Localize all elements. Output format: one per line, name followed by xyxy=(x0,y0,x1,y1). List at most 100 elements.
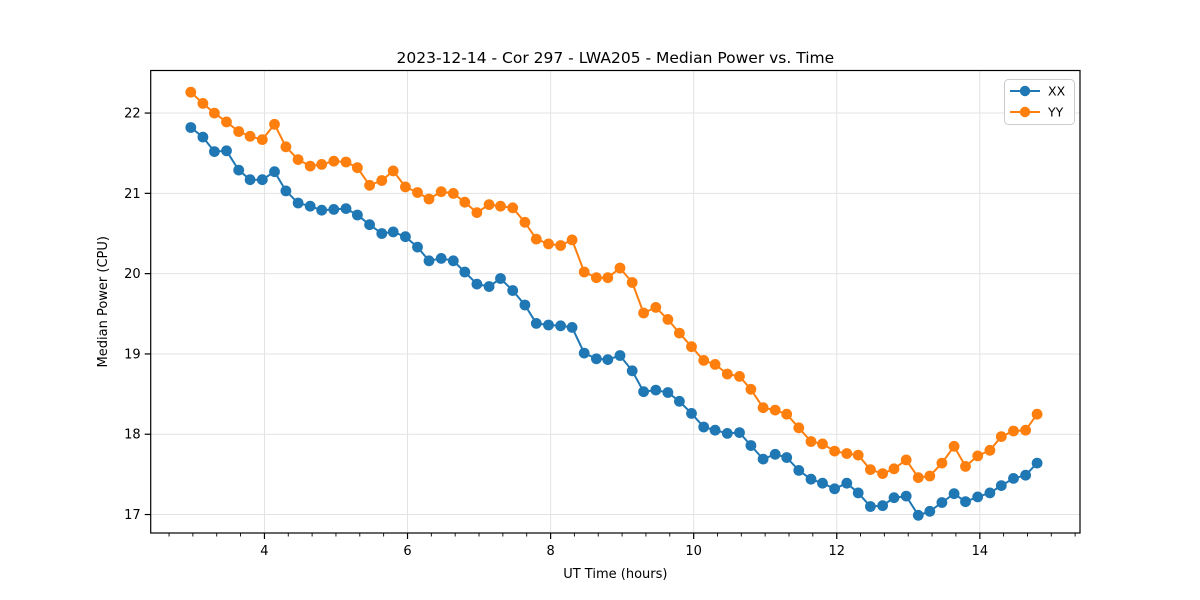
data-point-marker xyxy=(400,181,411,193)
data-point-marker xyxy=(447,188,459,199)
data-point-marker xyxy=(900,490,912,502)
series-yy xyxy=(185,86,1043,483)
axis-ticks xyxy=(144,112,1076,539)
data-point-marker xyxy=(566,234,578,246)
data-point-marker xyxy=(995,431,1007,442)
data-point-marker xyxy=(292,197,304,209)
legend-marker-sample xyxy=(1019,85,1031,97)
data-point-marker xyxy=(412,241,423,253)
data-point-marker xyxy=(602,272,614,284)
data-point-marker xyxy=(507,202,519,214)
data-point-marker xyxy=(316,159,328,170)
data-point-marker xyxy=(471,207,483,219)
data-point-marker xyxy=(364,219,375,231)
data-point-marker xyxy=(841,448,853,459)
data-point-marker xyxy=(519,299,531,311)
data-point-marker xyxy=(757,402,769,414)
data-point-marker xyxy=(376,175,388,186)
data-point-marker xyxy=(805,436,817,447)
x-tick-label: 6 xyxy=(403,544,411,559)
data-point-marker xyxy=(602,354,614,365)
data-point-marker xyxy=(244,174,256,186)
data-point-marker xyxy=(877,468,888,479)
legend-item-yy: YY xyxy=(1010,105,1064,120)
data-point-marker xyxy=(400,231,411,243)
x-tick-label: 14 xyxy=(972,544,989,559)
data-point-marker xyxy=(960,461,971,472)
data-point-marker xyxy=(984,444,996,456)
data-point-marker xyxy=(447,255,459,267)
data-point-marker xyxy=(292,154,304,166)
data-point-marker xyxy=(340,156,352,168)
data-point-marker xyxy=(197,98,209,109)
data-point-marker xyxy=(674,327,685,339)
data-point-marker xyxy=(626,365,638,377)
axes-frame xyxy=(150,69,1081,534)
data-point-marker xyxy=(543,238,554,250)
data-point-marker xyxy=(734,371,745,382)
data-point-marker xyxy=(1031,408,1043,420)
data-point-marker xyxy=(387,226,399,238)
data-point-marker xyxy=(495,200,506,212)
data-point-marker xyxy=(769,448,781,460)
data-point-marker xyxy=(972,450,984,462)
data-point-marker xyxy=(852,449,864,461)
data-point-marker xyxy=(352,209,363,221)
data-point-marker xyxy=(936,457,948,469)
data-point-marker xyxy=(698,355,710,366)
data-point-marker xyxy=(865,464,876,475)
data-point-marker xyxy=(888,492,900,504)
data-point-marker xyxy=(734,427,745,438)
data-point-marker xyxy=(233,164,245,176)
data-point-marker xyxy=(995,480,1007,491)
x-tick-label: 8 xyxy=(546,544,554,559)
data-point-marker xyxy=(1031,457,1043,469)
data-point-marker xyxy=(185,86,197,98)
data-point-marker xyxy=(185,122,197,133)
data-point-marker xyxy=(412,187,423,198)
data-point-marker xyxy=(721,428,733,439)
data-point-marker xyxy=(566,322,578,333)
data-point-marker xyxy=(233,126,245,137)
data-point-marker xyxy=(936,497,948,508)
data-point-marker xyxy=(483,199,495,211)
legend: XX YY xyxy=(1004,79,1075,125)
x-tick-label: 4 xyxy=(260,544,268,559)
data-point-marker xyxy=(614,262,626,274)
x-tick-label: 12 xyxy=(828,544,845,559)
data-point-marker xyxy=(662,314,674,325)
data-point-marker xyxy=(650,384,662,396)
y-tick-label: 17 xyxy=(124,508,141,523)
series-xx xyxy=(185,122,1043,521)
data-point-marker xyxy=(781,408,793,420)
data-point-marker xyxy=(591,353,602,365)
data-point-marker xyxy=(459,196,471,208)
data-point-marker xyxy=(972,491,984,503)
data-point-marker xyxy=(865,501,876,512)
legend-label: XX xyxy=(1048,84,1066,99)
y-tick-label: 21 xyxy=(124,187,141,202)
data-point-marker xyxy=(948,440,960,452)
data-point-marker xyxy=(495,273,506,284)
data-point-marker xyxy=(793,465,805,476)
y-tick-label: 22 xyxy=(124,107,141,122)
legend-item-xx: XX xyxy=(1010,84,1066,99)
data-point-marker xyxy=(686,408,697,419)
data-point-marker xyxy=(805,473,817,485)
legend-label: YY xyxy=(1047,105,1064,120)
data-point-marker xyxy=(829,483,840,495)
data-point-marker xyxy=(1008,425,1019,437)
data-point-marker xyxy=(423,255,435,267)
data-point-marker xyxy=(662,387,674,398)
data-point-marker xyxy=(757,453,769,465)
data-point-marker xyxy=(745,383,757,395)
data-point-marker xyxy=(626,277,638,288)
y-tick-label: 19 xyxy=(124,347,141,362)
data-point-marker xyxy=(280,185,292,197)
data-point-marker xyxy=(244,130,256,142)
data-point-marker xyxy=(1008,473,1019,484)
data-point-marker xyxy=(721,368,733,380)
data-point-marker xyxy=(709,424,721,436)
data-point-marker xyxy=(340,203,352,215)
